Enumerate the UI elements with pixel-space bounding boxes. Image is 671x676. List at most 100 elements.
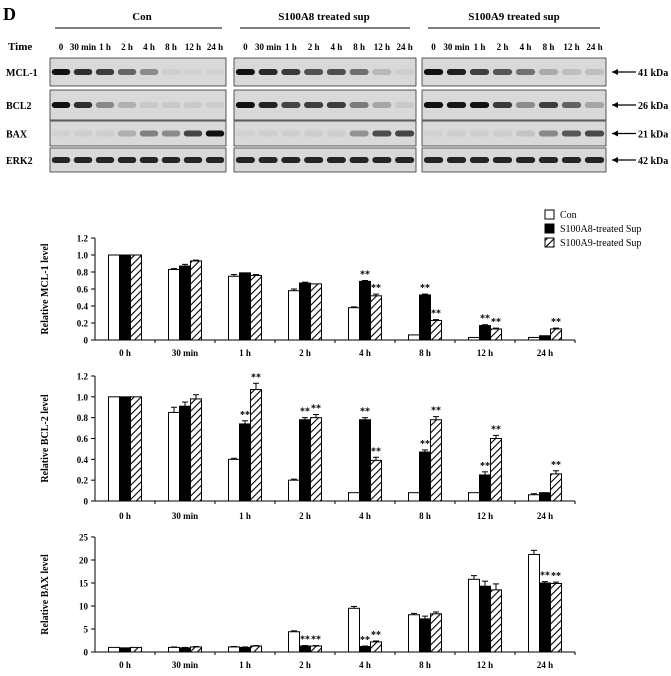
significance-label: ** [300, 635, 310, 646]
time-point-label: 30 min [443, 42, 469, 52]
x-tick-label: 24 h [537, 348, 553, 358]
bar [528, 553, 540, 653]
time-point-label: 1 h [99, 42, 111, 52]
y-tick-label: 0.8 [77, 268, 89, 278]
chart-0: 0 0.2 0.4 0.6 0.8 1.0 1.2 Relative MCL-1 level 0… [40, 234, 576, 358]
blot-band [469, 102, 490, 108]
significance-label: ** [371, 630, 381, 641]
bar [539, 582, 551, 653]
time-point-label: 4 h [143, 42, 155, 52]
blot-band [235, 130, 255, 137]
bar [288, 631, 300, 653]
significance-label: ** [540, 571, 550, 582]
blot-band [469, 157, 490, 163]
bar [419, 451, 431, 502]
time-point-label: 0 [59, 42, 64, 52]
blot-band [561, 157, 582, 163]
bar [168, 268, 180, 341]
blot-band [515, 130, 536, 137]
bar [348, 307, 360, 341]
bar [168, 411, 180, 502]
kda-label: 21 kDa [638, 130, 668, 141]
blot-band [258, 157, 278, 163]
blot-band [492, 102, 513, 108]
group-label-con: Con [132, 11, 152, 23]
bar [119, 647, 131, 653]
blot-band [51, 130, 71, 137]
protein-label: MCL-1 [6, 68, 38, 79]
bar [168, 646, 180, 653]
blot-band [205, 157, 225, 163]
blot-band [492, 69, 513, 75]
bar-charts: 0 0.2 0.4 0.6 0.8 1.0 1.2 Relative MCL-1 level 0… [40, 234, 576, 670]
bar [228, 275, 240, 341]
blot-band [281, 130, 301, 137]
blot-band [95, 102, 115, 108]
bar [479, 585, 491, 653]
y-tick-label: 15 [79, 579, 89, 589]
bar [239, 423, 251, 502]
blot-band [423, 69, 444, 75]
bar [370, 459, 382, 502]
bar [550, 328, 562, 341]
bar [310, 417, 322, 502]
bar [239, 646, 251, 653]
time-point-label: 2 h [308, 42, 320, 52]
bar [528, 494, 540, 502]
bar [479, 325, 491, 341]
group-label-s100a9: S100A9 treated sup [468, 11, 559, 23]
x-tick-label: 12 h [477, 511, 493, 521]
blot-band [469, 69, 490, 75]
blot-band [139, 157, 159, 163]
y-tick-label: 1.2 [77, 234, 89, 244]
blot-band [538, 102, 559, 108]
blot-band [183, 157, 203, 163]
bar [130, 646, 142, 653]
time-label: Time [8, 41, 32, 53]
blot-band [395, 130, 415, 137]
x-tick-label: 1 h [239, 348, 251, 358]
bar [419, 294, 431, 341]
blot-band [326, 69, 346, 75]
bar [288, 479, 300, 502]
blot-band [326, 102, 346, 108]
blot-band [395, 157, 415, 163]
x-tick-label: 24 h [537, 660, 553, 670]
significance-label: ** [491, 317, 501, 328]
time-point-label: 8 h [543, 42, 555, 52]
bar [130, 254, 142, 341]
blot-band [304, 157, 324, 163]
x-tick-label: 4 h [359, 660, 371, 670]
blot-band [584, 69, 605, 75]
blot-band [73, 157, 93, 163]
bar [490, 589, 502, 653]
time-point-label: 4 h [330, 42, 342, 52]
blot-band [561, 69, 582, 75]
bar [108, 396, 120, 502]
blot-band [492, 157, 513, 163]
x-tick-label: 2 h [299, 348, 311, 358]
x-tick-label: 0 h [119, 660, 131, 670]
arrow-icon [612, 102, 618, 108]
blot-band [423, 157, 444, 163]
significance-label: ** [480, 314, 490, 325]
y-tick-label: 1.0 [77, 251, 89, 261]
legend-swatch-s100a8 [544, 223, 555, 234]
significance-label: ** [371, 283, 381, 294]
bar [408, 334, 420, 341]
blot-band [446, 69, 467, 75]
bar [430, 419, 442, 502]
legend-label-s100a9: S100A9-treated Sup [560, 238, 641, 249]
bar [130, 396, 142, 502]
protein-label: BAX [6, 130, 28, 141]
kda-label: 26 kDa [638, 101, 668, 112]
y-tick-label: 25 [79, 533, 89, 543]
arrow-icon [612, 69, 618, 75]
bar [370, 641, 382, 653]
blot-band [205, 102, 225, 108]
blot-band [51, 102, 71, 108]
significance-label: ** [360, 407, 370, 418]
blot-band [95, 157, 115, 163]
significance-label: ** [251, 372, 261, 383]
western-blot: Time Con S100A8 treated sup S100A9 treat… [6, 11, 668, 173]
